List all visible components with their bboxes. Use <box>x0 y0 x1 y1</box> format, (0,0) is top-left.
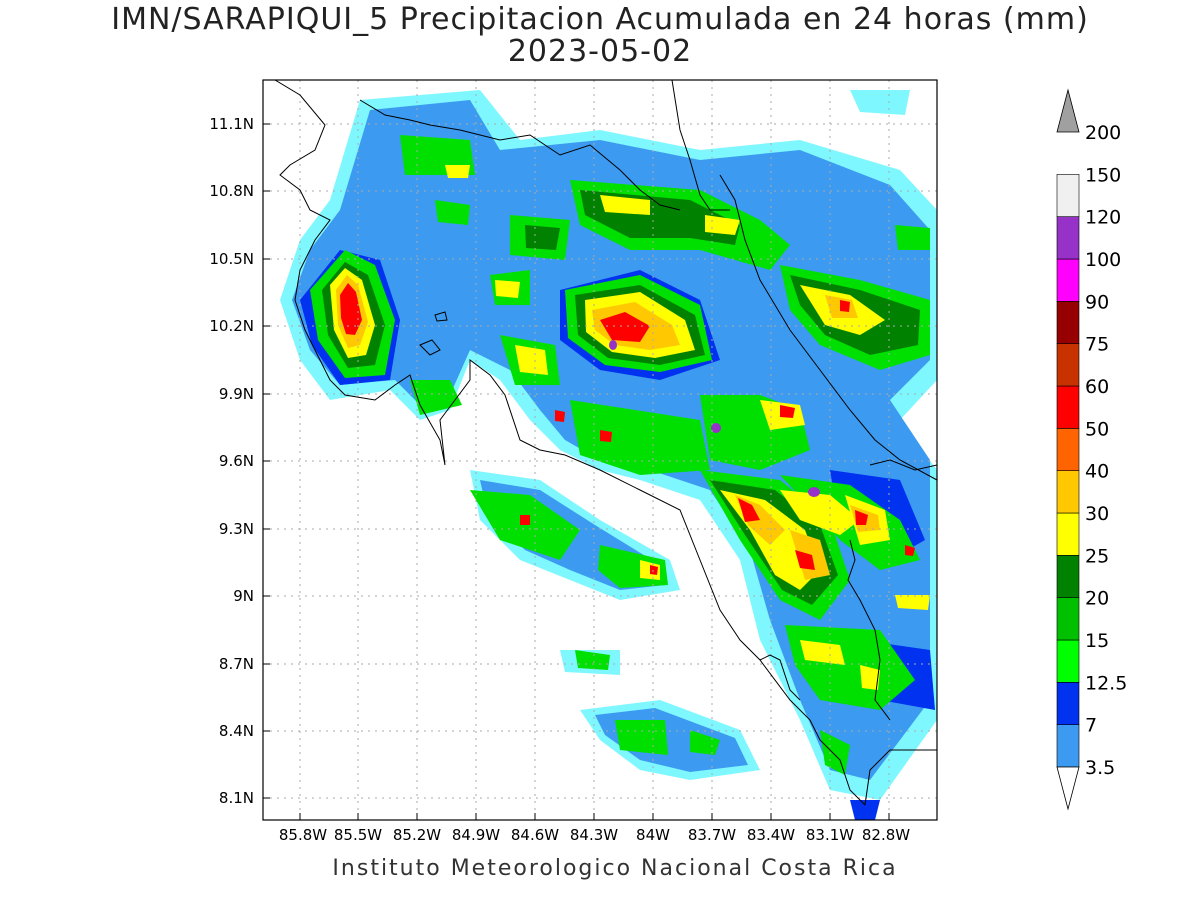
colorbar-label: 90 <box>1085 291 1109 313</box>
lat-label: 11.1N <box>209 115 254 133</box>
lat-label: 10.8N <box>209 182 254 200</box>
lon-label: 84.6W <box>511 826 559 844</box>
lat-label: 10.2N <box>209 317 254 335</box>
colorbar-band <box>1056 343 1080 387</box>
map-title: IMN/SARAPIQUI_5 Precipitacion Acumulada … <box>111 2 1089 37</box>
lon-label: 84.9W <box>452 826 500 844</box>
plot-frame <box>262 79 938 821</box>
lat-label: 9N <box>233 587 254 605</box>
coastline <box>274 80 937 806</box>
lat-label: 9.3N <box>219 520 254 538</box>
colorbar-label: 150 <box>1085 164 1121 186</box>
colorbar-label: 100 <box>1085 249 1121 271</box>
colorbar-label: 12.5 <box>1085 672 1127 694</box>
colorbar-band <box>1056 385 1080 429</box>
lat-label: 8.4N <box>219 722 254 740</box>
lon-label: 83.7W <box>688 826 736 844</box>
colorbar-band <box>1056 470 1080 514</box>
lon-label: 85.8W <box>279 826 327 844</box>
colorbar-band <box>1056 216 1080 260</box>
colorbar-band <box>1056 724 1080 768</box>
lat-label: 8.1N <box>219 789 254 807</box>
colorbar-band <box>1056 301 1080 344</box>
colorbar-band <box>1056 555 1080 598</box>
colorbar-band <box>1056 639 1080 683</box>
colorbar-max-triangle <box>1056 88 1080 133</box>
lon-label: 84.3W <box>570 826 618 844</box>
lon-label: 85.2W <box>393 826 441 844</box>
colorbar-label: 7 <box>1085 715 1097 737</box>
lat-label: 10.5N <box>209 250 254 268</box>
footer-credit: Instituto Meteorologico Nacional Costa R… <box>332 856 898 881</box>
axis-ticks <box>263 123 890 820</box>
colorbar-label: 50 <box>1085 418 1109 440</box>
lat-labels: 11.1N 10.8N 10.5N 10.2N 9.9N 9.6N 9.3N 9… <box>209 115 254 807</box>
lon-label: 83.4W <box>747 826 795 844</box>
colorbar-label: 40 <box>1085 461 1109 483</box>
colorbar-band <box>1056 428 1080 471</box>
lon-label: 83.1W <box>806 826 854 844</box>
colorbar-label: 75 <box>1085 334 1109 356</box>
colorbar-band <box>1056 682 1080 725</box>
lon-label: 84W <box>636 826 670 844</box>
colorbar-label: 15 <box>1085 630 1109 652</box>
lon-label: 85.5W <box>334 826 382 844</box>
colorbar-band <box>1056 174 1080 217</box>
colorbar-label: 200 <box>1085 122 1121 144</box>
colorbar-label: 30 <box>1085 503 1109 525</box>
colorbar: 3.5 7 12.5 15 20 25 30 40 50 60 75 90 100 120 150 200 <box>1056 88 1127 811</box>
colorbar-label: 120 <box>1085 207 1121 229</box>
lon-labels: 85.8W 85.5W 85.2W 84.9W 84.6W 84.3W 84W … <box>279 826 910 844</box>
lat-label: 9.6N <box>219 452 254 470</box>
lon-label: 82.8W <box>862 826 910 844</box>
colorbar-band <box>1056 512 1080 556</box>
lat-label: 9.9N <box>219 385 254 403</box>
colorbar-band <box>1056 258 1080 302</box>
colorbar-label: 60 <box>1085 376 1109 398</box>
map-date: 2023-05-02 <box>507 34 693 69</box>
colorbar-label: 3.5 <box>1085 757 1115 779</box>
lat-label: 8.7N <box>219 655 254 673</box>
colorbar-min-triangle <box>1056 766 1080 811</box>
colorbar-label: 25 <box>1085 545 1109 567</box>
map-grid <box>263 80 937 820</box>
colorbar-band <box>1056 597 1080 641</box>
colorbar-label: 20 <box>1085 588 1109 610</box>
